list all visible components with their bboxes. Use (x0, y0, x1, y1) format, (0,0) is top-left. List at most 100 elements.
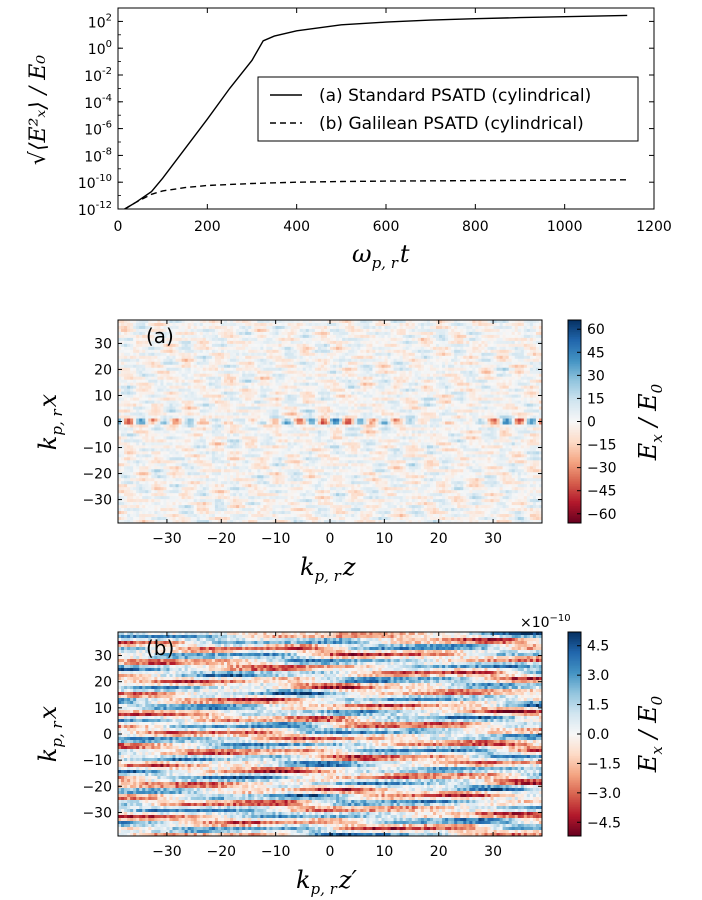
heatmap-cell (472, 379, 476, 384)
heatmap-cell (281, 337, 285, 342)
heatmap-cell (230, 421, 234, 425)
heatmap-cell (532, 340, 537, 345)
heatmap-cell (287, 415, 292, 419)
heatmap-cell (396, 400, 401, 404)
heatmap-cell (211, 385, 216, 390)
heatmap-cell (314, 379, 319, 384)
heatmap-cell (236, 334, 240, 339)
heatmap-cell (487, 334, 491, 339)
heatmap-cell (463, 364, 467, 369)
heatmap-cell (181, 367, 186, 372)
heatmap-cell (375, 403, 379, 407)
heatmap-cell (405, 320, 410, 324)
heatmap-cell (457, 361, 461, 366)
heatmap-cell (496, 322, 500, 327)
heatmap-cell (323, 328, 328, 333)
heatmap-cell (333, 355, 337, 360)
heatmap-cell (423, 337, 428, 342)
heatmap-cell (484, 364, 488, 369)
heatmap-cell (323, 397, 328, 402)
heatmap-cell (432, 403, 437, 407)
heatmap-cell (311, 400, 316, 404)
heatmap-cell (121, 361, 125, 366)
heatmap-cell (490, 385, 494, 390)
heatmap-cell (233, 418, 237, 422)
heatmap-cell (496, 343, 500, 348)
heatmap-cell (372, 373, 376, 378)
heatmap-cell (317, 343, 322, 348)
heatmap-cell (284, 337, 288, 342)
heatmap-cell (317, 394, 322, 399)
heatmap-cell (366, 370, 370, 375)
heatmap-cell (460, 358, 464, 363)
heatmap-cell (387, 394, 391, 399)
heatmap-cell (351, 343, 355, 348)
heatmap-cell (439, 397, 443, 402)
heatmap-cell (529, 403, 534, 407)
heatmap-cell (281, 355, 285, 360)
heatmap-cell (181, 320, 186, 324)
heatmap-cell (439, 322, 443, 327)
heatmap-cell (523, 355, 528, 360)
heatmap-cell (354, 334, 358, 339)
heatmap-cell (505, 370, 510, 375)
heatmap-cell (305, 391, 310, 396)
heatmap-cell (502, 415, 507, 419)
heatmap-cell (426, 340, 431, 345)
heatmap-cell (281, 325, 285, 330)
heatmap-cell (202, 418, 207, 422)
heatmap-cell (339, 322, 343, 327)
heatmap-cell (378, 388, 382, 393)
heatmap-cell (224, 409, 228, 413)
heatmap-cell (523, 322, 528, 327)
heatmap-cell (511, 397, 516, 402)
heatmap-cell (408, 343, 413, 348)
heatmap-cell (266, 337, 270, 342)
heatmap-cell (451, 409, 455, 413)
heatmap-cell (402, 367, 407, 372)
heatmap-cell (242, 358, 246, 363)
heatmap-cell (245, 367, 249, 372)
heatmap-cell (426, 391, 431, 396)
heatmap-cell (363, 352, 367, 357)
heatmap-cell (423, 382, 428, 387)
heatmap-cell (523, 364, 528, 369)
heatmap-cell (478, 346, 482, 351)
heatmap-cell (199, 370, 204, 375)
heatmap-cell (381, 355, 385, 360)
heatmap-cell (199, 418, 204, 422)
heatmap-cell (169, 346, 173, 351)
heatmap-cell (529, 328, 534, 333)
heatmap-cell (142, 397, 146, 402)
heatmap-cell (426, 397, 431, 402)
heatmap-cell (124, 373, 128, 378)
heatmap-cell (181, 364, 186, 369)
heatmap-cell (429, 388, 434, 393)
heatmap-cell (436, 358, 440, 363)
heatmap-cell (154, 331, 158, 336)
heatmap-cell (142, 412, 146, 416)
heatmap-cell (272, 421, 276, 425)
heatmap-cell (333, 361, 337, 366)
heatmap-cell (193, 379, 198, 384)
heatmap-cell (227, 388, 231, 393)
heatmap-cell (505, 343, 510, 348)
heatmap-cell (451, 346, 455, 351)
heatmap-cell (351, 370, 355, 375)
heatmap-cell (293, 325, 298, 330)
heatmap-cell (169, 388, 173, 393)
heatmap-cell (257, 361, 261, 366)
heatmap-cell (124, 409, 128, 413)
heatmap-cell (178, 418, 182, 422)
heatmap-cell (136, 370, 140, 375)
heatmap-cell (169, 352, 173, 357)
heatmap-cell (302, 406, 307, 410)
heatmap-cell (254, 394, 258, 399)
heatmap-cell (442, 343, 446, 348)
heatmap-cell (405, 328, 410, 333)
heatmap-cell (357, 361, 361, 366)
heatmap-cell (299, 331, 304, 336)
heatmap-cell (323, 418, 328, 422)
heatmap-cell (351, 403, 355, 407)
heatmap-cell (326, 358, 331, 363)
